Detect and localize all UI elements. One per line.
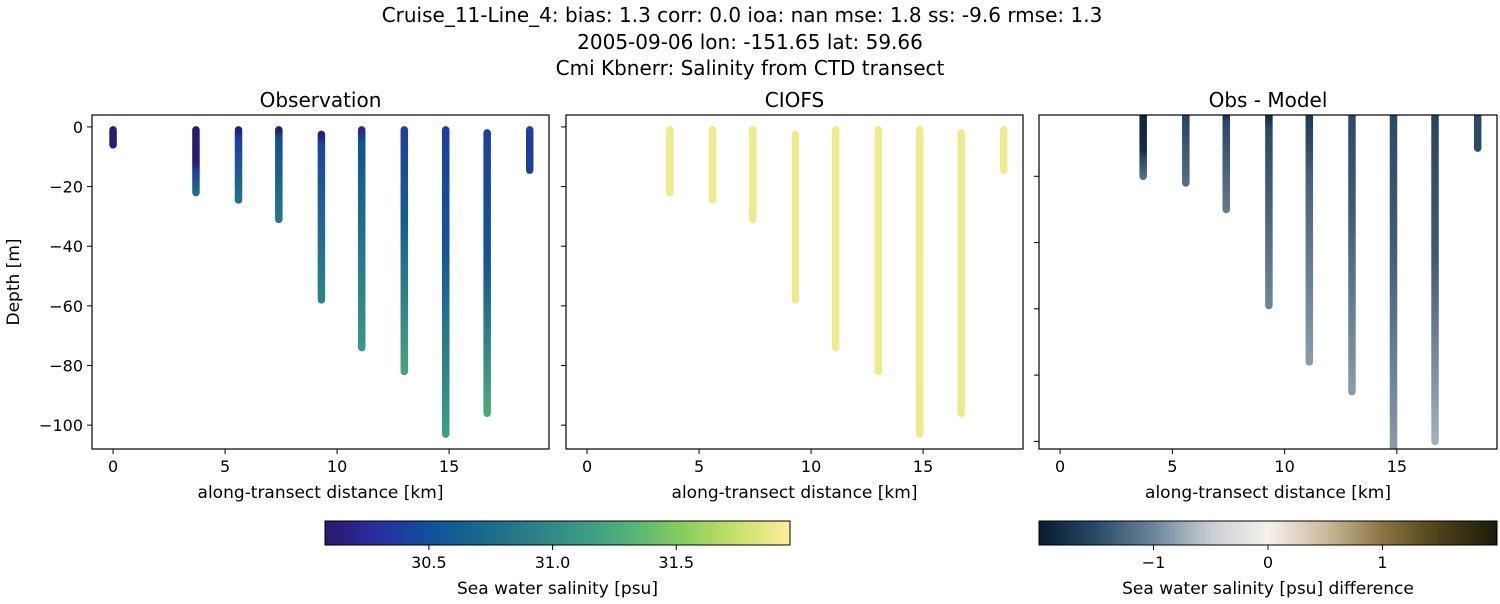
colorbar-tick-label: 31.5 <box>658 553 694 572</box>
colorbar-tick-label: 0 <box>1263 553 1273 572</box>
x-tick-label: 0 <box>108 457 118 476</box>
x-tick-label: 10 <box>801 457 821 476</box>
x-tick-label: 15 <box>439 457 459 476</box>
panel-1: 0 5 10 15 0 −20 −40 −60 −80 −100 Observation along-… <box>4 88 549 503</box>
panel-title: Observation <box>260 88 382 112</box>
colorbar-tick-label: 30.5 <box>411 553 447 572</box>
y-tick-label: 0 <box>73 118 83 137</box>
x-tick-label: 5 <box>1167 457 1177 476</box>
x-tick-label: 15 <box>913 457 933 476</box>
colorbar-gradient <box>1039 521 1497 545</box>
panel-title: Obs - Model <box>1209 88 1328 112</box>
y-tick-label: −20 <box>49 178 83 197</box>
profiles <box>670 130 1004 434</box>
y-tick-label: −40 <box>49 237 83 256</box>
y-tick-label: −80 <box>49 357 83 376</box>
x-axis-label: along-transect distance [km] <box>672 483 918 503</box>
y-tick-label: −100 <box>39 416 83 435</box>
x-axis-label: along-transect distance [km] <box>1145 483 1391 503</box>
panel-title: CIOFS <box>765 88 824 112</box>
colorbar-2: −1 0 1 Sea water salinity [psu] difference <box>1039 521 1497 599</box>
colorbar-gradient <box>325 521 790 545</box>
panel-2: 0 5 10 15 CIOFS along-transect distance [km] <box>561 88 1023 503</box>
colorbar-label: Sea water salinity [psu] difference <box>1122 579 1414 599</box>
x-tick-label: 10 <box>1274 457 1294 476</box>
x-tick-label: 0 <box>1055 457 1065 476</box>
colorbar-tick-label: −1 <box>1142 553 1166 572</box>
y-tick-label: −60 <box>49 297 83 316</box>
title-line-1: Cruise_11-Line_4: bias: 1.3 corr: 0.0 io… <box>382 3 1103 27</box>
panel-3: 0 5 10 15 Obs - Model along-transect distance… <box>1034 88 1497 503</box>
profiles <box>1143 113 1478 474</box>
x-tick-label: 0 <box>582 457 592 476</box>
y-axis-label: Depth [m] <box>4 238 24 325</box>
x-tick-label: 10 <box>327 457 347 476</box>
x-axis-label: along-transect distance [km] <box>198 483 444 503</box>
profiles <box>113 130 530 434</box>
x-tick-label: 5 <box>220 457 230 476</box>
colorbar-tick-label: 31.0 <box>535 553 571 572</box>
x-tick-label: 5 <box>694 457 704 476</box>
colorbar-tick-label: 1 <box>1377 553 1387 572</box>
colorbar-label: Sea water salinity [psu] <box>457 579 658 599</box>
x-tick-label: 15 <box>1387 457 1407 476</box>
title-line-3: Cmi Kbnerr: Salinity from CTD transect <box>556 56 945 80</box>
title-line-2: 2005-09-06 lon: -151.65 lat: 59.66 <box>577 30 923 54</box>
